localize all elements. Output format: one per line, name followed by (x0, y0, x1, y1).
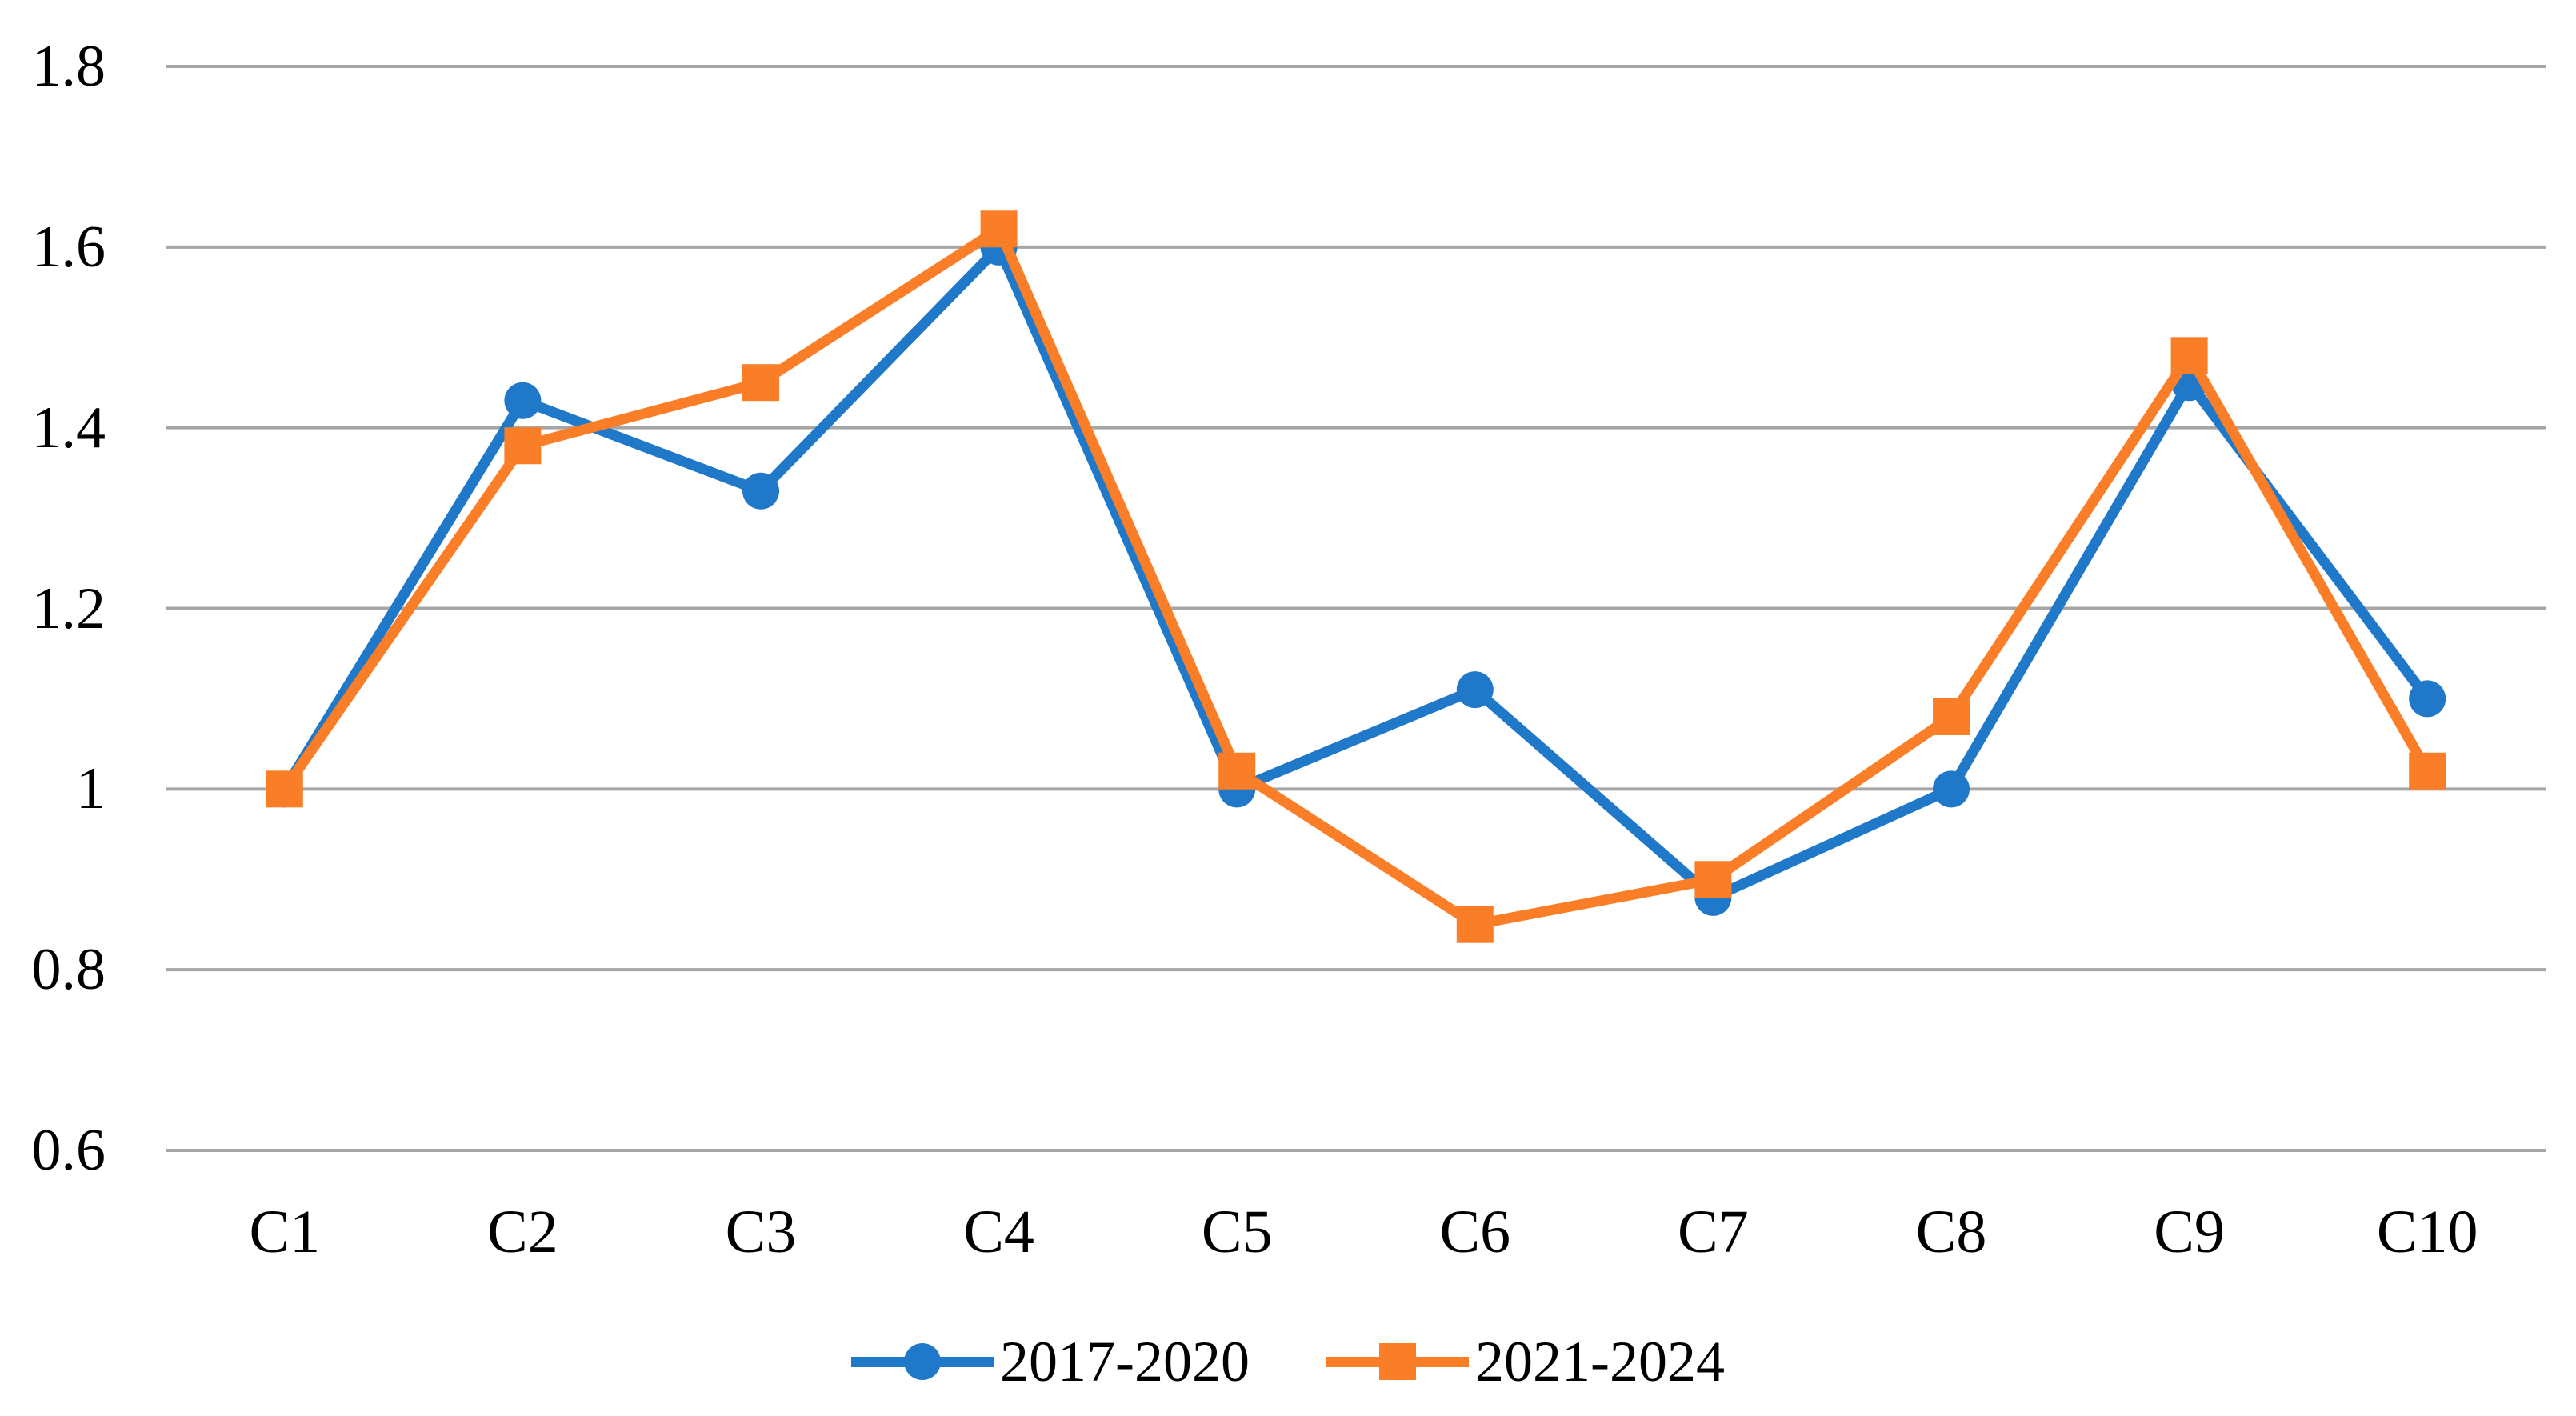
data-point-2021-2024-C10 (2409, 752, 2446, 790)
series-line-2017-2020 (280, 238, 2432, 904)
data-point-2017-2020-C3 (742, 472, 779, 510)
circle-marker-icon (904, 1343, 942, 1380)
square-marker-icon (1379, 1343, 1416, 1380)
y-axis-tick-label: 1.2 (31, 575, 106, 642)
y-axis-tick-label: 1.4 (31, 394, 106, 461)
x-axis-category-label: C9 (2154, 1198, 2225, 1266)
y-axis-tick-label: 1.8 (31, 34, 106, 99)
data-point-2017-2020-C8 (1933, 770, 1970, 808)
y-axis-tick-label: 1.6 (31, 214, 106, 280)
x-axis-category-label: C3 (725, 1198, 797, 1266)
data-point-2021-2024-C3 (742, 364, 779, 402)
x-axis-category-label: C5 (1201, 1198, 1273, 1266)
x-axis-category-label: C10 (2376, 1198, 2478, 1266)
data-point-2017-2020-C2 (504, 382, 542, 419)
legend-item-2017-2020: 2017-2020 (851, 1333, 1250, 1390)
x-axis-category-label: C2 (487, 1198, 558, 1266)
legend-line-sample (851, 1343, 994, 1380)
y-axis-tick-label: 1 (76, 756, 106, 822)
data-point-2021-2024-C1 (266, 770, 303, 808)
x-axis-category-label: C7 (1678, 1198, 1749, 1266)
data-point-2021-2024-C5 (1218, 752, 1256, 790)
series-line-2021-2024 (280, 221, 2432, 930)
x-axis-category-label: C4 (963, 1198, 1034, 1266)
legend-label: 2017-2020 (1000, 1330, 1250, 1394)
data-point-2017-2020-C6 (1456, 671, 1494, 709)
data-point-2021-2024-C7 (1694, 861, 1732, 898)
legend-item-2021-2024: 2021-2024 (1326, 1333, 1725, 1390)
legend-label: 2021-2024 (1475, 1330, 1725, 1394)
x-axis-category-label: C6 (1439, 1198, 1511, 1266)
x-axis-category-label: C1 (249, 1198, 321, 1266)
data-point-2017-2020-C10 (2409, 680, 2446, 718)
y-axis-tick-label: 0.6 (31, 1118, 106, 1183)
legend-line-sample (1326, 1343, 1469, 1380)
data-point-2021-2024-C4 (980, 210, 1018, 248)
data-point-2021-2024-C2 (504, 427, 542, 465)
data-point-2021-2024-C6 (1456, 906, 1494, 943)
data-point-2021-2024-C8 (1933, 698, 1970, 735)
legend: 2017-2020 2021-2024 (0, 1333, 2576, 1390)
x-axis-category-label: C8 (1915, 1198, 1987, 1266)
data-point-2021-2024-C9 (2170, 337, 2208, 374)
y-axis-tick-label: 0.8 (31, 937, 106, 1003)
